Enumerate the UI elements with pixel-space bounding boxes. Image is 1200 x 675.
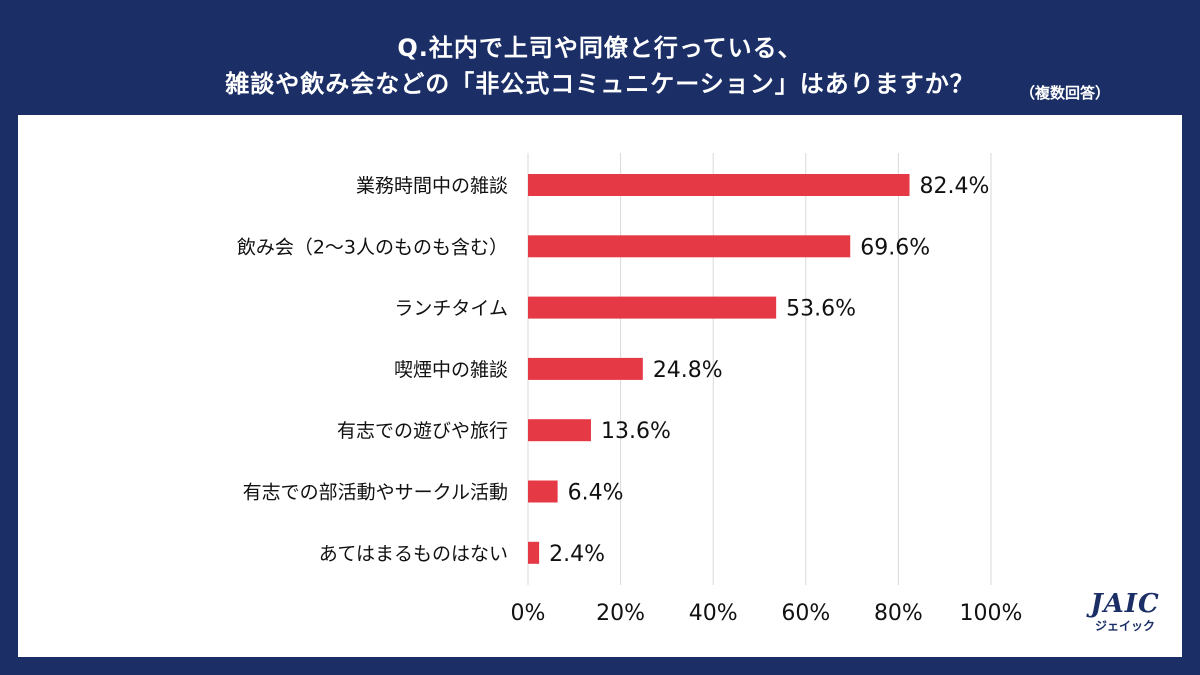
title-line-1: Q.社内で上司や同僚と行っている、: [397, 34, 803, 62]
title-note: （複数回答）: [1020, 84, 1111, 102]
x-tick-label-40: 40%: [689, 601, 738, 626]
category-label-0: 業務時間中の雑談: [356, 175, 508, 197]
category-label-3: 喫煙中の雑談: [394, 359, 508, 381]
category-label-1: 飲み会（2～3人のものも含む）: [237, 236, 508, 258]
x-tick-label-100: 100%: [960, 601, 1023, 626]
category-label-2: ランチタイム: [394, 298, 508, 320]
chart-title: Q.社内で上司や同僚と行っている、 雑談や飲み会などの「非公式コミュニケーション…: [0, 0, 1200, 115]
bar-6: [528, 541, 540, 564]
bar-1: [528, 235, 851, 258]
x-tick-label-60: 60%: [781, 601, 830, 626]
value-label-3: 24.8%: [653, 358, 723, 383]
bar-0: [528, 174, 910, 196]
value-label-1: 69.6%: [860, 235, 930, 260]
category-label-5: 有志での部活動やサークル活動: [243, 482, 508, 504]
bar-5: [528, 480, 558, 503]
logo-main-text: JAIC: [1090, 589, 1160, 619]
value-label-6: 2.4%: [549, 542, 605, 567]
jaic-logo: JAIC ジェイック: [1080, 590, 1170, 634]
bar-3: [528, 357, 643, 380]
logo-sub-text: ジェイック: [1094, 619, 1155, 633]
category-label-4: 有志での遊びや旅行: [337, 420, 508, 442]
x-tick-label-80: 80%: [874, 601, 923, 626]
x-tick-label-20: 20%: [596, 601, 645, 626]
value-label-4: 13.6%: [601, 419, 671, 444]
value-label-5: 6.4%: [568, 481, 624, 506]
bar-chart: 0% 20% 40% 60% 80% 100% 業務時間中の雑談 82.4% 飲み会（2～3人の…: [237, 153, 1023, 626]
category-label-6: あてはまるものはない: [319, 543, 508, 565]
bar-4: [528, 419, 591, 442]
bar-2: [528, 296, 777, 319]
value-label-0: 82.4%: [920, 174, 990, 199]
value-label-2: 53.6%: [786, 297, 856, 322]
title-line-2: 雑談や飲み会などの「非公式コミュニケーション」はありますか？: [225, 70, 975, 98]
x-tick-label-0: 0%: [511, 601, 546, 626]
chart-panel: 0% 20% 40% 60% 80% 100% 業務時間中の雑談 82.4% 飲み会（2～3人の…: [18, 115, 1182, 657]
